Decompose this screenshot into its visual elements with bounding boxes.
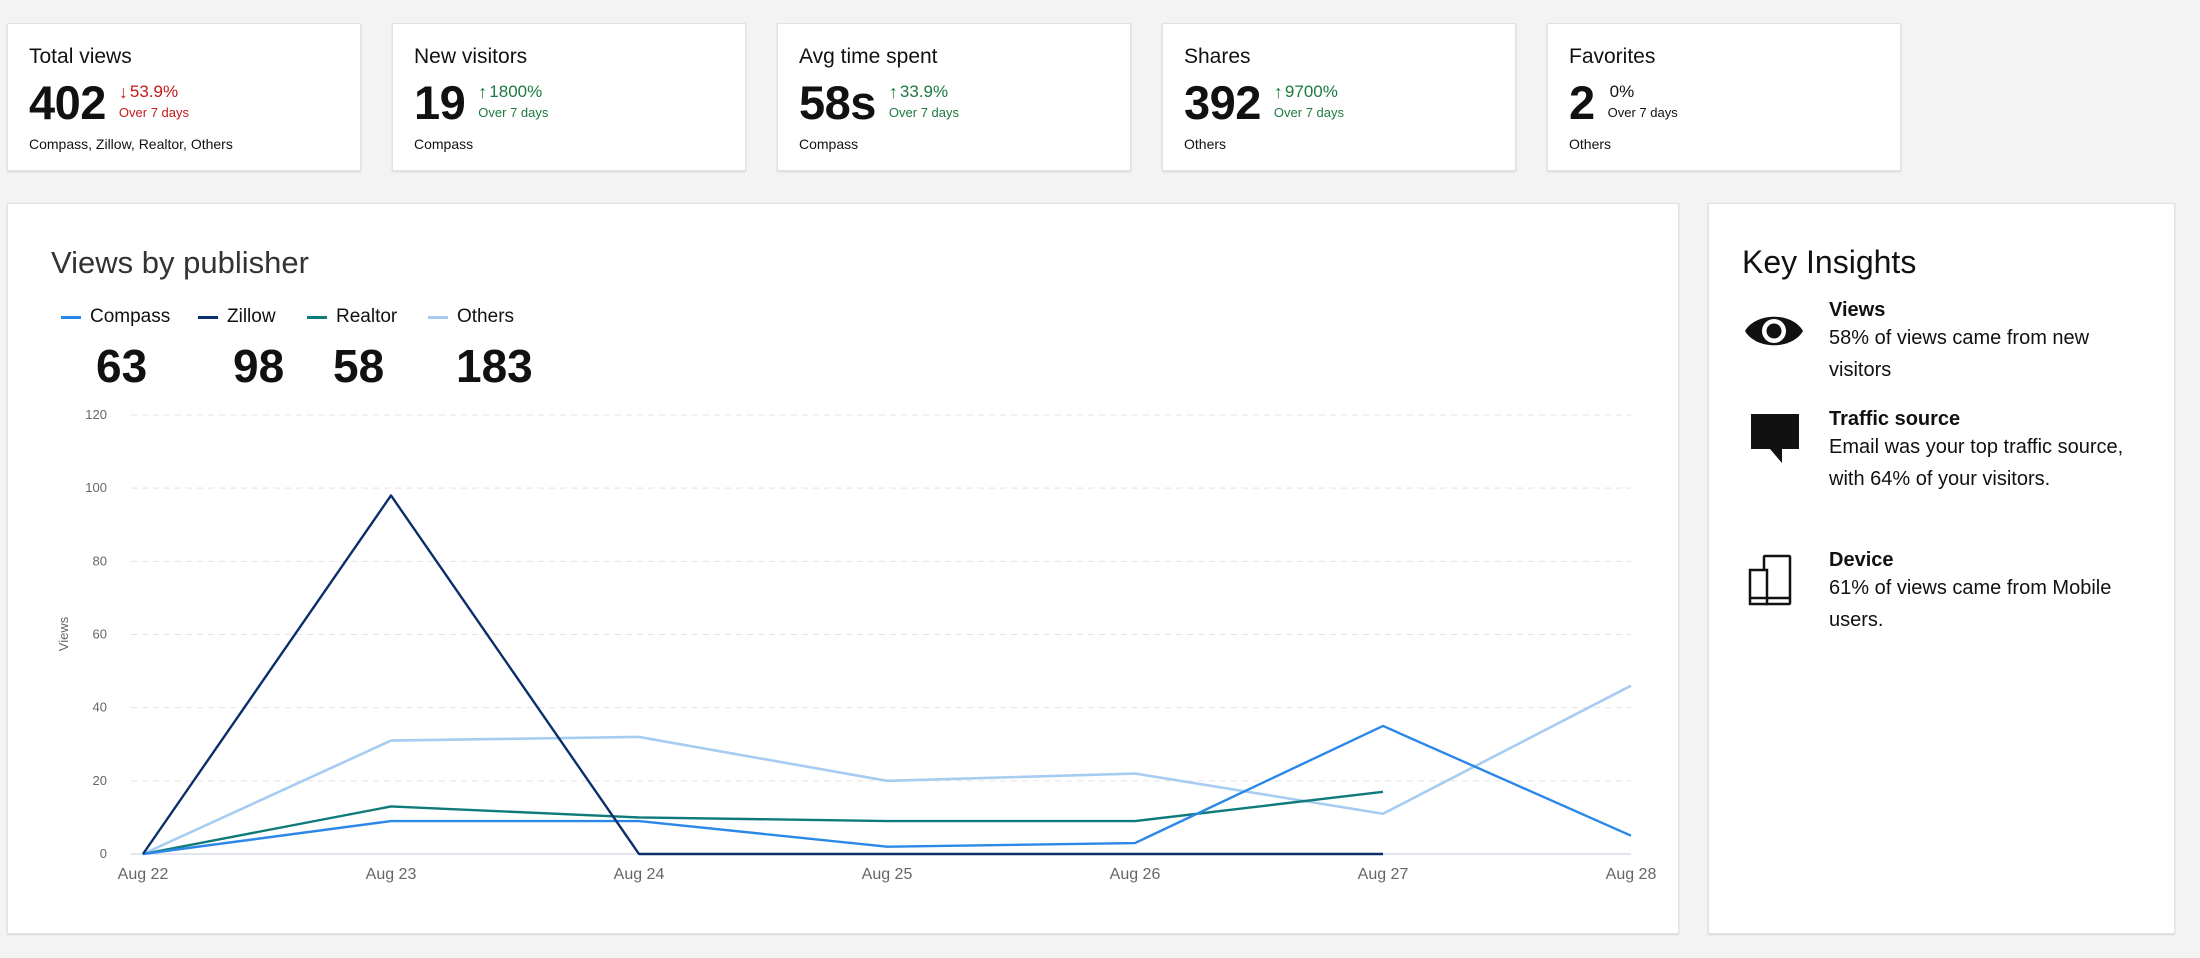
insights-title: Key Insights [1742,244,1917,280]
legend-swatch [198,315,218,319]
stat-value: 19 [414,76,466,129]
stat-pct: 1800% [489,82,543,101]
stat-period: Over 7 days [888,105,960,120]
stat-delta: ↑ 33.9% Over 7 days [889,82,959,121]
stat-period: Over 7 days [478,105,549,120]
legend-label: Compass [90,306,171,327]
arrow-down-icon: ↓ [118,82,128,102]
stat-title: Shares [1184,45,1251,68]
insight-heading: Device [1829,549,1894,571]
chart-title: Views by publisher [51,245,309,280]
stat-delta: ↓ 53.9% Over 7 days [119,82,189,121]
stat-source: Others [1569,136,1612,152]
series-line-zillow[interactable] [142,494,1383,856]
stat-delta: 0% Over 7 days [1608,82,1678,121]
legend-label: Realtor [336,306,398,327]
stat-pct: 53.9% [129,82,179,101]
stat-period: Over 7 days [1273,105,1345,120]
legend-item-realtor[interactable]: Realtor 58 [307,305,428,392]
series-line-compass[interactable] [142,724,1632,856]
legend-item-others[interactable]: Others 183 [428,305,548,392]
stat-title: New visitors [414,45,528,68]
x-tick-label: Aug 27 [1358,866,1409,883]
stat-card-favorites: Favorites 2 0% Over 7 days Others [1547,23,1901,171]
speech-bubble-icon [1742,407,1829,495]
stat-value: 392 [1184,76,1261,129]
legend-total: 183 [456,340,533,392]
stat-source: Others [1184,136,1227,152]
insight-body: 58% of views came from new visitors [1829,327,2090,381]
x-tick-label: Aug 22 [118,866,169,883]
stat-delta: ↑ 1800% Over 7 days [478,82,548,121]
stat-source: Compass [799,136,859,152]
stat-card-total-views: Total views 402 ↓ 53.9% Over 7 days Compa… [7,23,361,171]
legend-item-compass[interactable]: Compass 63 [61,305,198,392]
legend-swatch [61,315,81,319]
x-tick-label: Aug 26 [1110,866,1161,883]
chart-legend: Compass 63 Zillow 98 Realtor 58 Others 1… [61,305,548,392]
y-tick-label: 60 [93,627,107,642]
series-line-others[interactable] [142,684,1632,856]
x-tick-label: Aug 25 [862,866,913,883]
stat-pct: 33.9% [899,82,949,101]
legend-item-zillow[interactable]: Zillow 98 [198,305,307,392]
stat-value: 58s [799,76,876,129]
device-icon [1742,548,1829,636]
insight-body: Email was your top traffic source, with … [1829,436,2124,490]
x-tick-label: Aug 23 [366,866,417,883]
key-insights-card: Key Insights Views 58% of views came fro… [1708,203,2175,934]
views-by-publisher-card: 0 20 40 60 80 100 120 Aug 22 Aug 23 Aug 24 Aug 25 A… [7,203,1679,934]
x-tick-label: Aug 28 [1606,866,1657,883]
y-axis-label: Views [56,616,71,651]
insight-body: 61% of views came from Mobile users. [1829,577,2112,631]
stat-card-shares: Shares 392 ↑ 9700% Over 7 days Others [1162,23,1516,171]
y-tick-label: 120 [85,407,107,422]
y-tick-label: 100 [85,480,107,495]
stat-source: Compass [414,136,474,152]
stat-delta: ↑ 9700% Over 7 days [1274,82,1344,121]
stat-pct: 0% [1609,82,1635,101]
y-tick-label: 20 [93,773,107,788]
insight-device: Device 61% of views came from Mobile use… [1742,548,2162,636]
line-chart: 0 20 40 60 80 100 120 Aug 22 Aug 23 Aug 24 Aug 25 A… [56,407,1657,883]
stat-value: 402 [29,76,106,129]
arrow-up-icon: ↑ [478,82,488,102]
stat-card-new-visitors: New visitors 19 ↑ 1800% Over 7 days Compa… [392,23,746,171]
stat-pct: 9700% [1284,82,1338,101]
stat-title: Total views [29,45,132,68]
insight-views: Views 58% of views came from new visitor… [1742,298,2162,386]
insight-heading: Traffic source [1829,408,1961,430]
arrow-up-icon: ↑ [888,82,898,102]
legend-swatch [307,315,327,319]
legend-label: Zillow [227,306,276,327]
legend-total: 63 [96,340,148,392]
y-tick-label: 40 [93,700,107,715]
eye-icon [1742,298,1829,386]
arrow-up-icon: ↑ [1273,82,1283,102]
stat-title: Avg time spent [799,45,938,68]
stat-card-avg-time: Avg time spent 58s ↑ 33.9% Over 7 days Co… [777,23,1131,171]
insight-heading: Views [1829,299,1886,321]
stat-source: Compass, Zillow, Realtor, Others [29,136,233,152]
x-tick-label: Aug 24 [614,866,665,883]
stat-period: Over 7 days [118,105,190,120]
legend-label: Others [457,306,515,327]
stat-value: 2 [1569,76,1595,129]
stat-period: Over 7 days [1607,105,1678,120]
legend-total: 98 [233,340,285,392]
y-tick-label: 80 [93,553,107,568]
series-line-realtor[interactable] [142,790,1384,856]
y-tick-label: 0 [100,846,107,861]
stat-title: Favorites [1569,45,1656,68]
legend-swatch [428,315,448,319]
legend-total: 58 [333,340,385,392]
insight-traffic-source: Traffic source Email was your top traffi… [1742,407,2162,495]
